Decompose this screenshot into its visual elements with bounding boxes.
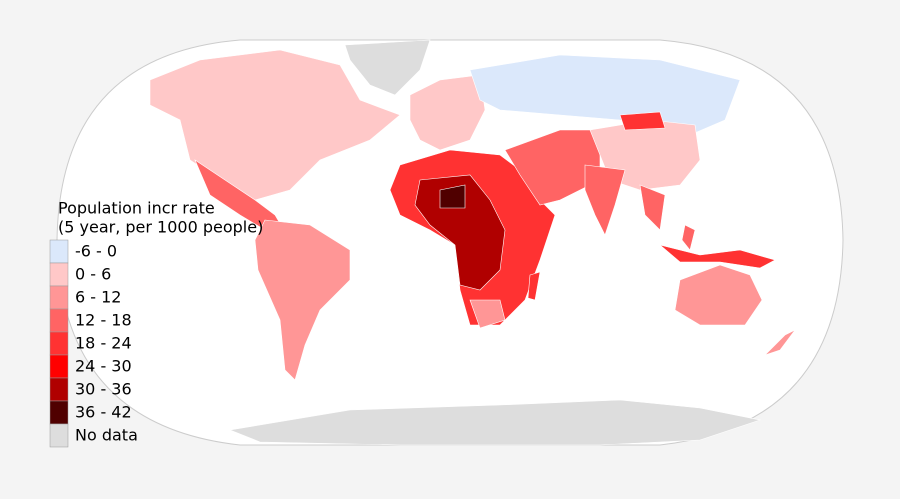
legend-label: 0 - 6	[75, 265, 111, 284]
legend-label: No data	[75, 426, 138, 445]
legend-swatch	[49, 239, 69, 264]
legend-swatch	[49, 262, 69, 287]
countries	[149, 39, 796, 446]
south-america	[254, 219, 351, 381]
legend-label: 18 - 24	[75, 334, 132, 353]
legend-title: Population incr rate	[58, 199, 215, 218]
australia	[674, 264, 763, 326]
legend-swatch	[49, 331, 69, 356]
legend-subtitle: (5 year, per 1000 people)	[58, 218, 263, 237]
legend-swatch	[49, 285, 69, 310]
legend-swatch	[49, 308, 69, 333]
legend-label: -6 - 0	[75, 242, 117, 261]
legend-label: 12 - 18	[75, 311, 132, 330]
india	[584, 164, 626, 236]
legend: -6 - 0 0 - 6 6 - 12 12 - 18 18 - 24 24 - 30 30…	[49, 239, 138, 448]
north-america	[149, 49, 401, 201]
legend-swatch	[49, 377, 69, 402]
central-africa	[414, 174, 506, 291]
niger	[439, 184, 466, 209]
legend-label: 36 - 42	[75, 403, 132, 422]
indonesia	[659, 244, 776, 269]
south-africa	[469, 299, 506, 329]
new-zealand	[764, 329, 796, 356]
mongolia	[619, 111, 666, 131]
southeast-asia	[639, 184, 666, 231]
madagascar	[527, 271, 541, 301]
legend-label: 30 - 36	[75, 380, 132, 399]
legend-swatch	[49, 423, 69, 448]
legend-swatch	[49, 354, 69, 379]
legend-swatch	[49, 400, 69, 425]
philippines	[681, 224, 696, 251]
legend-label: 6 - 12	[75, 288, 121, 307]
europe	[409, 74, 486, 151]
legend-label: 24 - 30	[75, 357, 132, 376]
greenland	[344, 39, 431, 96]
antarctica	[228, 399, 762, 446]
